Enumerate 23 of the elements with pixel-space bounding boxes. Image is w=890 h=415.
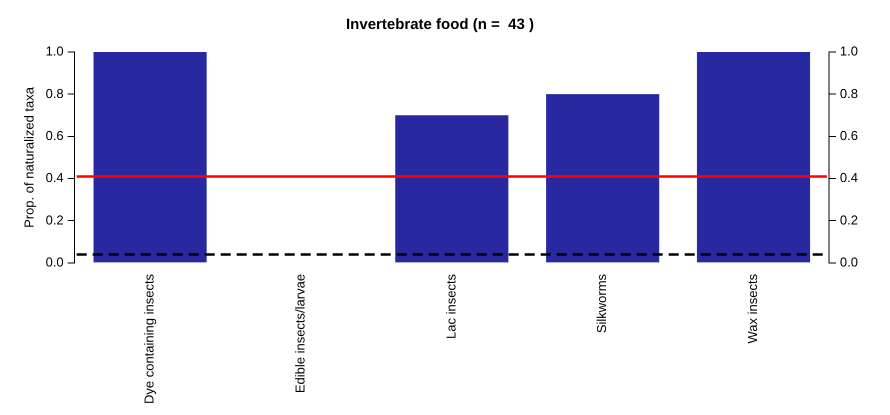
- x-tick-label: Lac insects: [443, 273, 458, 339]
- x-tick-label: Edible insects/larvae: [292, 274, 308, 394]
- x-tick-label: Silkworms: [594, 273, 610, 334]
- y-tick-label: 0.8: [46, 86, 64, 101]
- y-tick-label: 0.4: [46, 170, 64, 186]
- y2-tick-label: 0.6: [840, 128, 858, 143]
- y-tick-label: 0.2: [46, 212, 64, 228]
- bar: [395, 115, 508, 262]
- y-tick-label: 0.6: [46, 128, 64, 143]
- y-tick-label: 0.0: [46, 254, 64, 270]
- y2-tick-label: 0.4: [840, 170, 858, 186]
- bar: [546, 94, 660, 262]
- y2-tick-label: 0.0: [840, 254, 858, 270]
- y2-tick-label: 1.0: [840, 44, 858, 59]
- x-tick-label: Wax insects: [745, 273, 760, 344]
- bar: [94, 52, 207, 262]
- y2-tick-label: 0.8: [840, 86, 858, 101]
- y-tick-label: 1.0: [46, 44, 64, 59]
- x-tick-label: Dye containing insects: [142, 273, 157, 404]
- y-axis-title: Prop. of naturalized taxa: [21, 86, 36, 228]
- y2-tick-label: 0.2: [840, 212, 858, 228]
- chart-title: Invertebrate food (n = 43 ): [346, 16, 534, 34]
- bar: [696, 52, 810, 262]
